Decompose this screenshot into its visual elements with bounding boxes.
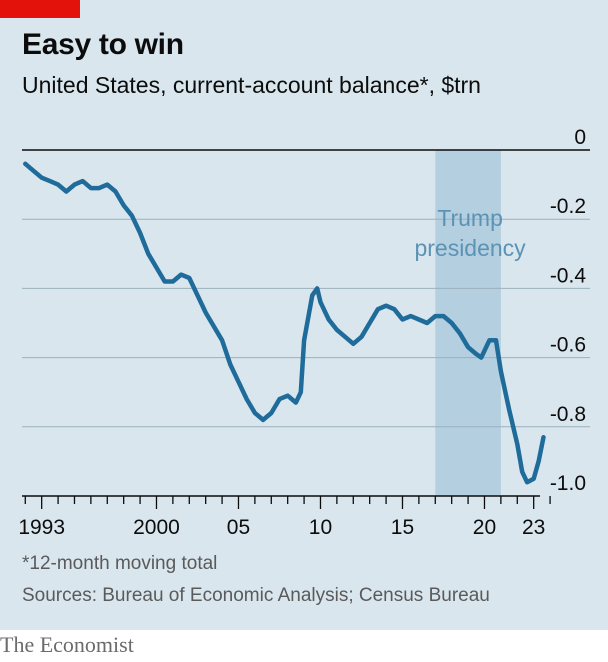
chart-title: Easy to win (22, 28, 184, 61)
x-tick-label: 1993 (18, 516, 65, 539)
y-tick-label: -0.4 (550, 264, 587, 287)
x-tick-label: 10 (309, 516, 332, 539)
band-label-line: presidency (414, 235, 526, 261)
y-tick-labels-layer: 0 -0.2 -0.4 -0.6 -0.8 -1.0 (550, 126, 587, 495)
band-label-line: Trump (437, 205, 503, 231)
x-axis-layer: 1993 2000 05 10 15 20 23 (18, 495, 551, 539)
x-tick-label: 05 (227, 516, 250, 539)
y-tick-label: -1.0 (550, 472, 586, 495)
x-tick-label: 23 (522, 516, 545, 539)
trump-presidency-band (435, 150, 501, 496)
y-tick-label: 0 (574, 126, 586, 149)
chart-subtitle: United States, current-account balance*,… (22, 72, 481, 98)
y-tick-label: -0.6 (550, 334, 586, 357)
y-tick-label: -0.8 (550, 403, 586, 426)
gridlines-layer (22, 149, 590, 428)
x-tick-label: 15 (391, 516, 414, 539)
brand-red-tag (0, 0, 80, 18)
series-layer (23, 161, 546, 485)
band-label-layer: Trump presidency (414, 205, 526, 261)
footnote-asterisk: *12-month moving total (22, 553, 218, 574)
chart-svg: 1993 2000 05 10 15 20 23 0 -0.2 -0.4 -0.6 -0.8 -1.0… (18, 126, 590, 539)
chart-panel: Easy to win United States, current-accou… (0, 0, 608, 630)
current-account-line (23, 161, 546, 485)
brand-wordmark: The Economist (0, 632, 134, 657)
y-tick-label: -0.2 (550, 195, 586, 218)
x-tick-label: 20 (473, 516, 496, 539)
shaded-band-layer (435, 150, 501, 496)
x-tick-label: 2000 (133, 516, 180, 539)
footnote-sources: Sources: Bureau of Economic Analysis; Ce… (22, 585, 490, 606)
